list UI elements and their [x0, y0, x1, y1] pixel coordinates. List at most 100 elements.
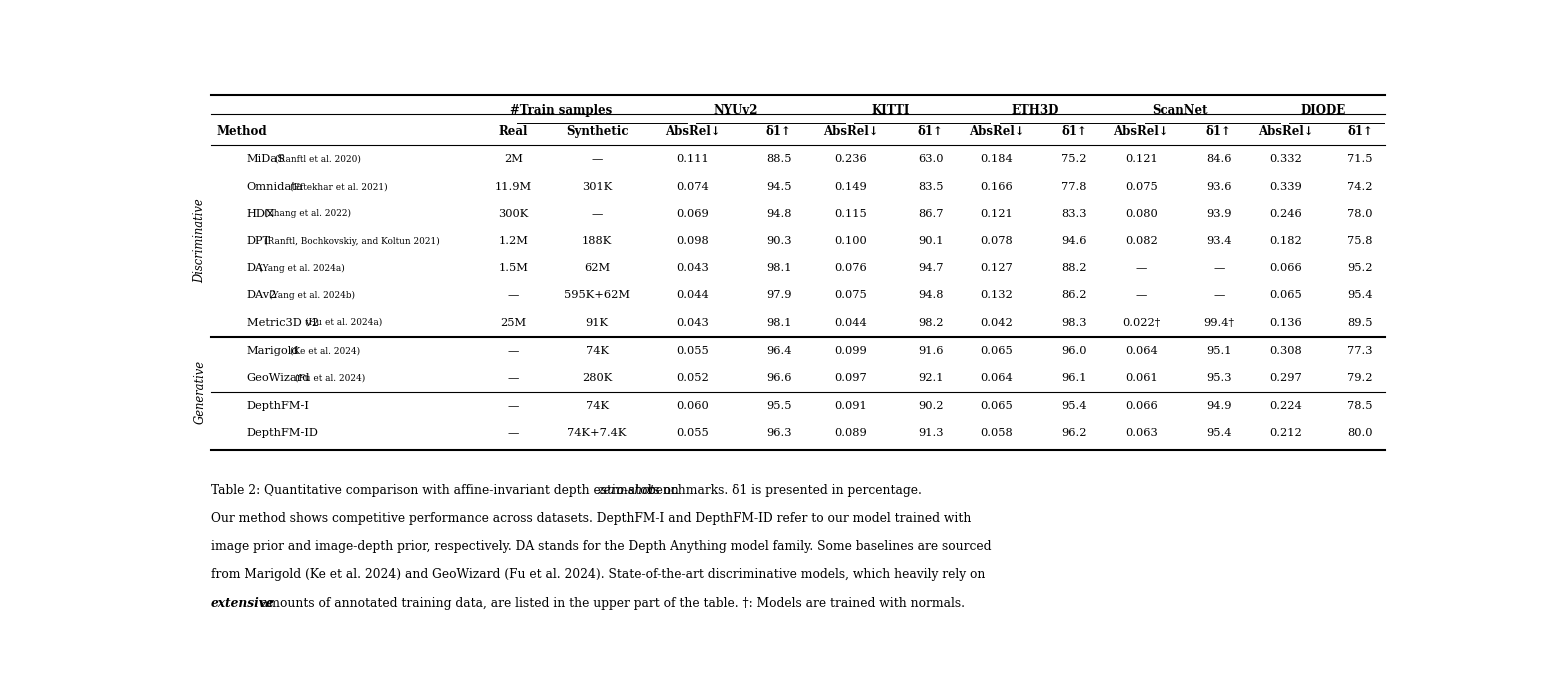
- Text: AbsRel↓: AbsRel↓: [1258, 125, 1313, 138]
- Text: 90.2: 90.2: [918, 401, 943, 411]
- Text: 0.061: 0.061: [1125, 373, 1157, 383]
- Text: 77.8: 77.8: [1062, 181, 1086, 191]
- Text: GeoWizard: GeoWizard: [247, 373, 310, 383]
- Text: 0.111: 0.111: [676, 154, 710, 164]
- Text: amounts of annotated training data, are listed in the upper part of the table. †: amounts of annotated training data, are …: [258, 597, 966, 610]
- Text: 0.069: 0.069: [676, 208, 710, 219]
- Text: Discriminative: Discriminative: [193, 199, 207, 283]
- Text: 0.100: 0.100: [835, 236, 867, 246]
- Text: 84.6: 84.6: [1207, 154, 1231, 164]
- Text: 74K: 74K: [585, 401, 608, 411]
- Text: 0.022†: 0.022†: [1122, 318, 1160, 327]
- Text: Table 2: Quantitative comparison with affine-invariant depth estimators on: Table 2: Quantitative comparison with af…: [211, 483, 682, 497]
- Text: —: —: [508, 428, 518, 439]
- Text: 0.099: 0.099: [835, 346, 867, 356]
- Text: 0.065: 0.065: [980, 401, 1012, 411]
- Text: 93.9: 93.9: [1207, 208, 1231, 219]
- Text: (Ranftl et al. 2020): (Ranftl et al. 2020): [275, 155, 361, 164]
- Text: 78.0: 78.0: [1347, 208, 1373, 219]
- Text: 96.6: 96.6: [765, 373, 792, 383]
- Text: δ1↑: δ1↑: [1347, 125, 1373, 138]
- Text: AbsRel↓: AbsRel↓: [1114, 125, 1170, 138]
- Text: 0.064: 0.064: [1125, 346, 1157, 356]
- Text: 0.184: 0.184: [980, 154, 1012, 164]
- Text: 90.3: 90.3: [765, 236, 792, 246]
- Text: 94.6: 94.6: [1062, 236, 1086, 246]
- Text: 94.5: 94.5: [765, 181, 792, 191]
- Text: —: —: [508, 346, 518, 356]
- Text: 62M: 62M: [583, 263, 609, 273]
- Text: 0.055: 0.055: [676, 428, 710, 439]
- Text: 91K: 91K: [585, 318, 608, 327]
- Text: 0.089: 0.089: [835, 428, 867, 439]
- Text: δ1↑: δ1↑: [918, 125, 944, 138]
- Text: 0.127: 0.127: [980, 263, 1012, 273]
- Text: image prior and image-depth prior, respectively. DA stands for the Depth Anythin: image prior and image-depth prior, respe…: [211, 540, 991, 553]
- Text: —: —: [1136, 291, 1146, 300]
- Text: 94.7: 94.7: [918, 263, 943, 273]
- Text: 0.065: 0.065: [980, 346, 1012, 356]
- Text: —: —: [508, 401, 518, 411]
- Text: AbsRel↓: AbsRel↓: [969, 125, 1025, 138]
- Text: 0.308: 0.308: [1270, 346, 1302, 356]
- Text: 2M: 2M: [505, 154, 523, 164]
- Text: 74K: 74K: [585, 346, 608, 356]
- Text: (Yang et al. 2024a): (Yang et al. 2024a): [259, 263, 346, 273]
- Text: 0.246: 0.246: [1270, 208, 1302, 219]
- Text: Omnidata: Omnidata: [247, 181, 304, 191]
- Text: 97.9: 97.9: [765, 291, 792, 300]
- Text: DPT: DPT: [247, 236, 272, 246]
- Text: 93.6: 93.6: [1207, 181, 1231, 191]
- Text: (Zhang et al. 2022): (Zhang et al. 2022): [264, 209, 352, 219]
- Text: 91.6: 91.6: [918, 346, 943, 356]
- Text: extensive: extensive: [211, 597, 275, 610]
- Text: 88.2: 88.2: [1062, 263, 1086, 273]
- Text: 0.066: 0.066: [1125, 401, 1157, 411]
- Text: 0.065: 0.065: [1270, 291, 1302, 300]
- Text: —: —: [591, 208, 603, 219]
- Text: 91.3: 91.3: [918, 428, 943, 439]
- Text: 11.9M: 11.9M: [495, 181, 532, 191]
- Text: HDN: HDN: [247, 208, 276, 219]
- Text: 96.0: 96.0: [1062, 346, 1086, 356]
- Text: from Marigold (Ke et al. 2024) and GeoWizard (Fu et al. 2024). State-of-the-art : from Marigold (Ke et al. 2024) and GeoWi…: [211, 568, 984, 581]
- Text: 86.7: 86.7: [918, 208, 943, 219]
- Text: 0.166: 0.166: [980, 181, 1012, 191]
- Text: 75.2: 75.2: [1062, 154, 1086, 164]
- Text: 188K: 188K: [582, 236, 613, 246]
- Text: AbsRel↓: AbsRel↓: [665, 125, 721, 138]
- Text: 0.332: 0.332: [1270, 154, 1302, 164]
- Text: δ1↑: δ1↑: [1062, 125, 1088, 138]
- Text: Synthetic: Synthetic: [566, 125, 628, 138]
- Text: 0.121: 0.121: [980, 208, 1012, 219]
- Text: 96.4: 96.4: [765, 346, 792, 356]
- Text: Metric3D v2: Metric3D v2: [247, 318, 319, 327]
- Text: δ1↑: δ1↑: [1207, 125, 1231, 138]
- Text: Real: Real: [498, 125, 528, 138]
- Text: —: —: [591, 154, 603, 164]
- Text: —: —: [1213, 263, 1225, 273]
- Text: DepthFM-ID: DepthFM-ID: [247, 428, 318, 439]
- Text: 0.078: 0.078: [980, 236, 1012, 246]
- Text: 96.1: 96.1: [1062, 373, 1086, 383]
- Text: 90.1: 90.1: [918, 236, 943, 246]
- Text: Marigold: Marigold: [247, 346, 299, 356]
- Text: 88.5: 88.5: [765, 154, 792, 164]
- Text: 1.2M: 1.2M: [498, 236, 528, 246]
- Text: DAv2: DAv2: [247, 291, 278, 300]
- Text: 0.182: 0.182: [1270, 236, 1302, 246]
- Text: 0.076: 0.076: [835, 263, 867, 273]
- Text: 0.075: 0.075: [1125, 181, 1157, 191]
- Text: (Eftekhar et al. 2021): (Eftekhar et al. 2021): [290, 182, 387, 191]
- Text: Method: Method: [216, 125, 267, 138]
- Text: 0.060: 0.060: [676, 401, 710, 411]
- Text: 0.098: 0.098: [676, 236, 710, 246]
- Text: 0.097: 0.097: [835, 373, 867, 383]
- Text: 71.5: 71.5: [1347, 154, 1373, 164]
- Text: 94.8: 94.8: [765, 208, 792, 219]
- Text: ETH3D: ETH3D: [1012, 104, 1058, 117]
- Text: DIODE: DIODE: [1301, 104, 1345, 117]
- Text: Our method shows competitive performance across datasets. DepthFM-I and DepthFM-: Our method shows competitive performance…: [211, 512, 971, 525]
- Text: DepthFM-I: DepthFM-I: [247, 401, 310, 411]
- Text: 94.9: 94.9: [1207, 401, 1231, 411]
